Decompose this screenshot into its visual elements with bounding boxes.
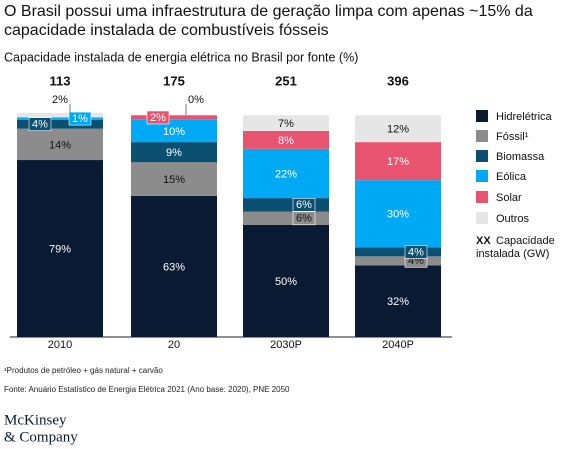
label-box xyxy=(28,117,52,131)
value-label: 50% xyxy=(275,276,297,288)
value-label: 9% xyxy=(166,147,182,159)
legend-label: Fóssil¹ xyxy=(496,131,529,143)
value-label: 6% xyxy=(296,199,312,211)
bar-segment xyxy=(243,148,329,199)
bar-segment xyxy=(355,265,441,337)
value-label: 6% xyxy=(296,213,312,225)
legend-label: Biomassa xyxy=(496,151,545,163)
legend-swatch xyxy=(476,191,488,203)
legend-label: Solar xyxy=(496,192,522,204)
legend-label: Capacidade instalada (GW) xyxy=(476,235,555,260)
bar-segment xyxy=(355,180,441,248)
value-label: 2% xyxy=(52,94,68,106)
bar-segment xyxy=(131,119,217,143)
bar-segment xyxy=(17,128,103,161)
bar-segment xyxy=(355,256,441,266)
label-box xyxy=(292,198,316,212)
title: O Brasil possui uma infraestrutura de ge… xyxy=(4,3,533,39)
value-label: 17% xyxy=(387,156,409,168)
label-box xyxy=(146,110,170,125)
logo: McKinsey xyxy=(4,412,67,428)
bar-segment xyxy=(131,195,217,337)
bar-segment xyxy=(243,198,329,212)
legend-label: Hidrelétrica xyxy=(496,111,553,123)
legend-swatch xyxy=(476,170,488,182)
value-label: 12% xyxy=(387,124,409,136)
x-tick-label: 2040P xyxy=(382,339,414,351)
value-label: 32% xyxy=(387,296,409,308)
value-label: 4% xyxy=(32,119,48,131)
label-box xyxy=(68,111,92,126)
bar-segment xyxy=(17,119,103,129)
value-label: 1% xyxy=(72,113,88,125)
bar-segment xyxy=(243,115,329,131)
total-label: 396 xyxy=(387,73,409,88)
bar-segment xyxy=(355,115,441,143)
label-box xyxy=(292,211,316,226)
value-label: 15% xyxy=(163,174,185,186)
value-label: 10% xyxy=(163,126,185,138)
subtitle: Capacidade instalada de energia elétrica… xyxy=(4,50,358,64)
value-label: 79% xyxy=(49,243,71,255)
legend-label: Outros xyxy=(496,213,530,225)
bar-segment xyxy=(243,130,329,149)
bar-segment xyxy=(131,162,217,196)
bar-segment xyxy=(355,142,441,181)
bar-segment xyxy=(17,117,103,120)
value-label: 4% xyxy=(408,246,424,258)
legend-swatch xyxy=(476,212,488,224)
logo: & Company xyxy=(4,429,78,445)
value-label: 7% xyxy=(278,118,294,130)
legend-swatch xyxy=(476,110,488,122)
x-tick-label: 2030P xyxy=(270,339,302,351)
bar-segment xyxy=(131,142,217,163)
legend-marker: XX xyxy=(476,235,491,247)
total-label: 251 xyxy=(275,73,297,88)
legend-label: Eólica xyxy=(496,171,527,183)
value-label: 63% xyxy=(163,261,185,273)
bar-segment xyxy=(17,160,103,337)
bar-segment xyxy=(355,247,441,257)
value-label: 30% xyxy=(387,209,409,221)
legend-swatch xyxy=(476,150,488,162)
bar-segment xyxy=(243,211,329,225)
source: Fonte: Anuário Estatístico de Energia El… xyxy=(4,385,290,394)
bar-segment xyxy=(17,113,103,118)
value-label: 2% xyxy=(150,112,166,124)
value-label: 22% xyxy=(275,168,297,180)
legend-swatch xyxy=(476,130,488,142)
x-tick-label: 2010 xyxy=(48,339,72,351)
x-tick-label: 20 xyxy=(168,339,180,351)
value-label: 0% xyxy=(188,94,204,106)
value-label: 8% xyxy=(278,135,294,147)
bar-segment xyxy=(243,225,329,337)
label-box xyxy=(404,245,428,259)
total-label: 175 xyxy=(163,73,185,88)
value-label: 14% xyxy=(49,139,71,151)
total-label: 113 xyxy=(50,73,71,88)
bar-segment xyxy=(131,115,217,120)
footnote: ¹Produtos de petróleo + gás natural + ca… xyxy=(4,366,163,375)
